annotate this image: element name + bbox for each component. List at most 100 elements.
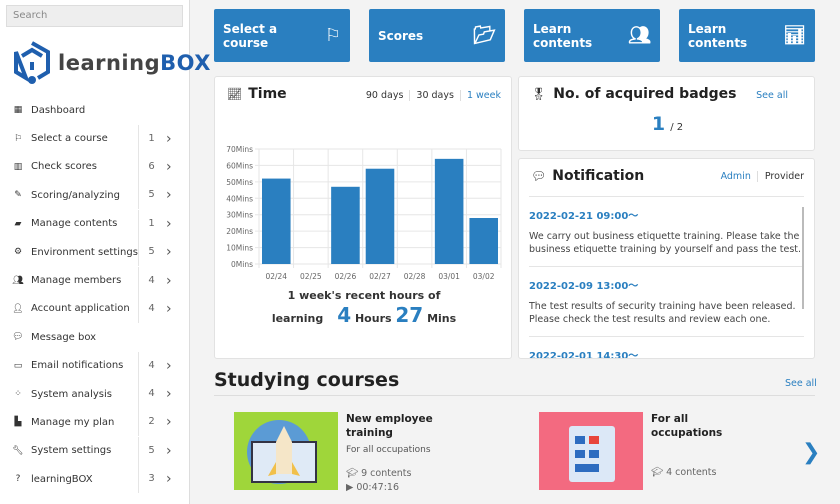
y-tick-label: 20Mins	[226, 227, 253, 236]
graduation-cap-icon: 🎓︎	[651, 467, 664, 478]
chevron-right-icon[interactable]: ›	[166, 272, 172, 289]
badges-total: / 2	[670, 122, 684, 133]
sidebar-item-label: Dashboard	[31, 104, 86, 116]
badges-title: No. of acquired badges	[553, 86, 737, 102]
divider	[214, 395, 815, 396]
chevron-right-icon[interactable]: ›	[166, 130, 172, 147]
sidebar-item-label: learningBOX	[31, 473, 93, 485]
top-button-1[interactable]: Select a course ⚐	[214, 9, 350, 62]
sidebar-item-label: System analysis	[31, 388, 112, 400]
sidebar-item-select-a-course[interactable]: ⚐ Select a course 1 ›	[0, 124, 189, 153]
sidebar-item-label: Environment settings	[31, 246, 138, 258]
bar-chart-icon: 📊︎	[783, 25, 806, 46]
course-card[interactable]: New employee training For all occupation…	[234, 412, 446, 495]
course-title[interactable]: New employee training	[346, 413, 433, 439]
top-button-3[interactable]: Learn contents 👥︎	[524, 9, 660, 62]
sidebar-item-count: 4	[138, 380, 164, 409]
studying-see-all[interactable]: See all	[785, 378, 817, 389]
gears-icon: ⚙	[13, 247, 23, 258]
search-input[interactable]: Search	[6, 5, 183, 27]
range-1-week[interactable]: 1 week	[466, 90, 501, 101]
users-icon: 👥︎	[12, 275, 24, 286]
sidebar-item-scoring-analyzing[interactable]: ✎ Scoring/analyzing 5 ›	[0, 181, 189, 210]
chart-icon: ▥	[13, 161, 23, 172]
sidebar-item-label: Select a course	[31, 133, 108, 145]
chevron-right-icon[interactable]: ›	[166, 386, 172, 403]
x-tick-label: 02/25	[300, 272, 322, 281]
users-icon: 👥︎	[628, 25, 651, 46]
sidebar-item-manage-my-plan[interactable]: ▙ Manage my plan 2 ›	[0, 408, 189, 437]
sidebar-item-dashboard[interactable]: ▦ Dashboard	[0, 96, 189, 124]
badges-count: 1	[651, 113, 666, 135]
summary-line-2: learning 4 Hours 27 Mins	[271, 303, 457, 327]
bar-02/27	[365, 168, 395, 264]
sidebar-item-system-settings[interactable]: 🔧︎ System settings 5 ›	[0, 436, 189, 465]
badges-card: 🎖︎ No. of acquired badges See all 1 / 2	[518, 76, 815, 151]
chevron-right-icon[interactable]: ›	[166, 215, 172, 232]
grid-icon: ▦	[13, 105, 23, 116]
sidebar-item-label: Email notifications	[31, 360, 124, 372]
course-contents: 9 contents	[361, 468, 412, 479]
tab-provider[interactable]: Provider	[764, 171, 804, 182]
course-title[interactable]: For all occupations	[651, 413, 723, 439]
logo[interactable]: learningBOX	[12, 40, 211, 86]
notification-title: Notification	[552, 168, 645, 184]
top-button-label: Select a course	[223, 21, 278, 50]
tab-admin[interactable]: Admin	[720, 171, 758, 182]
bar-03/02	[469, 218, 498, 264]
chevron-right-icon[interactable]: ›	[166, 158, 172, 175]
scrollbar[interactable]	[802, 207, 804, 309]
sidebar-item-label: Message box	[31, 331, 97, 343]
range-90-days[interactable]: 90 days	[360, 90, 411, 101]
sidebar-item-message-box[interactable]: 💬︎ Message box	[0, 323, 189, 351]
chevron-right-icon[interactable]: ›	[166, 442, 172, 459]
sidebar-item-learningbox[interactable]: ? learningBOX 3 ›	[0, 465, 189, 494]
chevron-right-icon[interactable]: ›	[166, 414, 172, 431]
notification-list[interactable]: 2022-02-21 09:00～ We carry out business …	[529, 196, 804, 359]
sidebar-item-count: 1	[138, 209, 164, 238]
chevron-right-icon[interactable]: ›	[166, 471, 172, 488]
notification-item[interactable]: 2022-02-01 14:30～	[529, 351, 639, 359]
sidebar-item-label: Account application	[31, 303, 130, 315]
sidebar-item-label: Check scores	[31, 161, 98, 173]
user-plus-icon: 👤︎	[12, 303, 24, 314]
summary-line-1: 1 week's recent hours of	[287, 289, 441, 302]
sidebar-item-count: 5	[138, 436, 164, 465]
x-tick-label: 02/24	[265, 272, 287, 281]
course-thumbnail	[234, 412, 338, 490]
sidebar-item-account-application[interactable]: 👤︎ Account application 4 ›	[0, 294, 189, 323]
notification-item[interactable]: 2022-02-21 09:00～ We carry out business …	[529, 207, 804, 267]
hours-value: 4	[337, 303, 352, 327]
sidebar-item-label: Manage my plan	[31, 416, 115, 428]
chevron-right-icon[interactable]: ›	[166, 357, 172, 374]
top-button-label: Learn contents	[533, 21, 593, 50]
sidebar-item-email-notifications[interactable]: ▭ Email notifications 4 ›	[0, 351, 189, 380]
sidebar-item-environment-settings[interactable]: ⚙ Environment settings 5 ›	[0, 238, 189, 267]
next-chevron-icon[interactable]: ❯	[802, 440, 821, 465]
sidebar-item-check-scores[interactable]: ▥ Check scores 6 ›	[0, 152, 189, 181]
course-card[interactable]: For all occupations 🎓︎ 4 contents	[539, 412, 751, 490]
sidebar-item-count: 5	[138, 238, 164, 267]
course-contents: 4 contents	[666, 467, 717, 478]
time-card: 📈︎ Time 90 days 30 days 1 week 0Mins 10Mi…	[214, 76, 512, 359]
sidebar-item-system-analysis[interactable]: ⁘ System analysis 4 ›	[0, 380, 189, 409]
badges-see-all[interactable]: See all	[756, 90, 788, 101]
notification-item[interactable]: 2022-02-09 13:00～ The test results of se…	[529, 277, 804, 337]
question-icon: ?	[15, 474, 21, 485]
sidebar-item-manage-members[interactable]: 👥︎ Manage members 4 ›	[0, 266, 189, 295]
chevron-right-icon[interactable]: ›	[166, 244, 172, 261]
y-tick-label: 40Mins	[226, 194, 253, 203]
sidebar-item-count: 1	[138, 124, 164, 153]
nodes-icon: ⁘	[14, 389, 22, 400]
flag-icon: ⚐	[13, 133, 23, 144]
chevron-right-icon[interactable]: ›	[166, 187, 172, 204]
factory-icon: ▙	[14, 417, 22, 428]
chevron-right-icon[interactable]: ›	[166, 300, 172, 317]
graduation-cap-icon: 🎓︎	[346, 468, 359, 479]
sidebar-item-count: 4	[138, 266, 164, 295]
range-30-days[interactable]: 30 days	[410, 90, 461, 101]
sidebar-item-manage-contents[interactable]: ▰ Manage contents 1 ›	[0, 209, 189, 238]
top-button-4[interactable]: Learn contents 📊︎	[679, 9, 815, 62]
top-button-2[interactable]: Scores 📂︎	[369, 9, 505, 62]
x-tick-label: 03/02	[473, 272, 495, 281]
